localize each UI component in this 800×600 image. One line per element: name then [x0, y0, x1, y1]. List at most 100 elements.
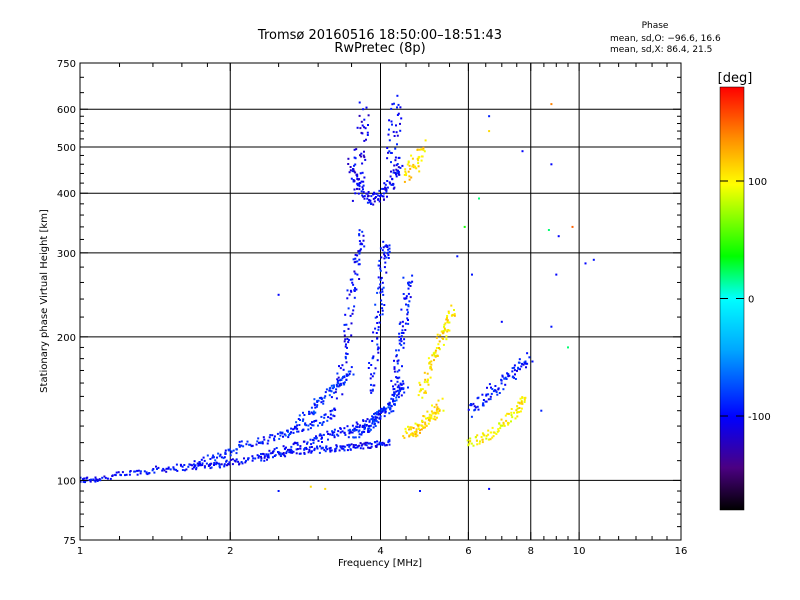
echo-point-trace-0: [319, 445, 322, 448]
echo-point-trace-3: [308, 413, 311, 415]
echo-point-trace-10: [396, 143, 398, 146]
echo-point-trace-14: [497, 428, 500, 431]
echo-point-trace-0: [381, 443, 384, 446]
x-axis-label: Frequency [MHz]: [338, 558, 422, 569]
echo-point-trace-0: [134, 470, 137, 473]
echo-point-trace-1: [320, 415, 323, 418]
echo-point-trace-14: [507, 412, 510, 415]
echo-point-trace-9: [360, 155, 363, 158]
echo-point-trace-0: [288, 451, 291, 454]
echo-point-trace-5: [374, 425, 377, 427]
echo-point-7: [463, 225, 466, 228]
echo-point-trace-8: [384, 186, 387, 189]
echo-point-trace-6: [381, 307, 384, 310]
echo-point-trace-9: [363, 118, 366, 121]
echo-point-trace-12: [430, 360, 433, 363]
echo-point-trace-0: [359, 442, 362, 445]
echo-point-trace-2: [292, 443, 295, 446]
echo-point-trace-7: [397, 359, 400, 362]
echo-point-trace-11: [427, 422, 430, 425]
echo-point-trace-12: [417, 394, 420, 397]
echo-point-trace-2: [315, 436, 318, 439]
echo-point-trace-2: [266, 458, 268, 461]
echo-point-trace-15: [513, 376, 515, 379]
echo-point-trace-7: [400, 337, 402, 340]
echo-point-trace-8: [386, 195, 388, 198]
echo-point-trace-0: [223, 463, 226, 466]
echo-point-trace-0: [271, 452, 274, 454]
echo-point-trace-13: [412, 163, 415, 166]
echo-point-trace-7: [407, 305, 410, 308]
echo-point-trace-14: [482, 433, 485, 436]
echo-point-trace-1: [307, 424, 310, 427]
echo-point-trace-1: [229, 454, 232, 457]
echo-point-trace-8: [366, 192, 369, 195]
echo-point-trace-1: [304, 423, 306, 426]
echo-point-trace-12: [434, 355, 437, 358]
echo-point-trace-7: [406, 313, 409, 316]
echo-point-trace-2: [263, 455, 266, 458]
echo-point-trace-3: [297, 418, 300, 420]
echo-point-trace-1: [287, 430, 289, 433]
echo-point-trace-15: [500, 382, 503, 385]
echo-point-trace-3: [312, 410, 315, 413]
echo-point-trace-11: [409, 426, 412, 429]
echo-point-trace-11: [403, 436, 406, 439]
echo-point-trace-6: [369, 389, 372, 392]
echo-point-trace-7: [404, 329, 407, 331]
echo-point-trace-11: [421, 424, 424, 427]
echo-point-trace-2: [331, 431, 334, 434]
echo-point-trace-5: [407, 386, 409, 389]
echo-point-trace-10: [388, 119, 391, 122]
echo-point-trace-6: [378, 286, 381, 289]
x-tick-label-6: 16: [675, 546, 688, 557]
echo-point-trace-6: [387, 248, 390, 251]
echo-point-trace-8: [397, 156, 400, 159]
echo-point-trace-3: [318, 397, 321, 399]
echo-point-trace-7: [398, 386, 401, 389]
x-tick-label-4: 8: [528, 546, 534, 557]
echo-point-trace-7: [402, 332, 405, 334]
echo-point-trace-2: [279, 452, 282, 455]
echo-point-trace-2: [283, 447, 286, 450]
echo-point-trace-13: [403, 173, 406, 176]
echo-point-trace-0: [318, 451, 321, 454]
echo-point-trace-8: [358, 188, 361, 191]
echo-point-trace-15: [469, 404, 472, 407]
echo-point-trace-11: [426, 417, 429, 419]
echo-point-trace-5: [356, 425, 359, 428]
echo-point-trace-2: [362, 419, 365, 422]
echo-point-trace-5: [365, 420, 368, 423]
echo-point-trace-6: [376, 343, 379, 346]
echo-point-trace-0: [125, 473, 128, 476]
echo-point-trace-12: [425, 391, 427, 394]
echo-point-trace-12: [446, 317, 448, 319]
echo-point-trace-1: [232, 449, 235, 452]
echo-point-trace-1: [297, 430, 300, 433]
echo-point-trace-11: [417, 425, 420, 428]
echo-point-trace-3: [294, 426, 296, 428]
echo-point-trace-10: [387, 151, 389, 154]
echo-point-trace-5: [379, 417, 382, 420]
y-axis: 75 100 200 300 400 500 600 750: [57, 59, 681, 547]
echo-point-trace-10: [390, 161, 392, 164]
echo-point-trace-2: [306, 442, 308, 445]
echo-point-trace-3: [315, 405, 318, 408]
echo-point-trace-14: [467, 444, 470, 447]
echo-point-trace-8: [356, 187, 358, 190]
echo-point-trace-7: [393, 359, 395, 362]
echo-point-trace-4: [346, 346, 348, 349]
echo-point-trace-4: [353, 305, 356, 308]
echo-point-trace-0: [231, 463, 234, 466]
echo-point-trace-7: [406, 317, 409, 320]
echo-point-trace-13: [407, 160, 410, 163]
echo-point-trace-0: [79, 480, 82, 483]
echo-point-trace-5: [389, 404, 392, 407]
echo-point-trace-1: [220, 456, 223, 459]
echo-point-trace-0: [367, 446, 370, 449]
echo-point-trace-1: [317, 424, 319, 427]
echo-point-trace-15: [470, 404, 473, 407]
echo-point-18: [592, 258, 595, 261]
echo-point-trace-0: [169, 468, 172, 471]
echo-point-trace-10: [384, 188, 387, 191]
